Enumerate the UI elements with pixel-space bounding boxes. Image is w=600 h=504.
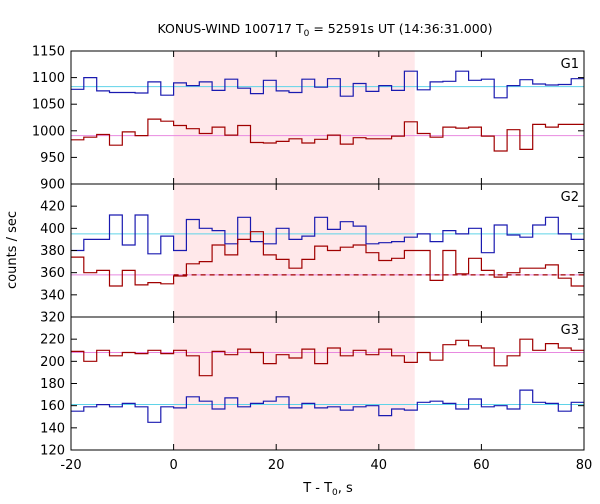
x-tick-label: -20	[60, 458, 81, 473]
panel-g2-y-tick-label: 360	[40, 266, 65, 281]
panel-g1-y-tick-label: 1150	[32, 45, 65, 60]
panel-g2-red-count-series	[71, 231, 584, 287]
x-axis-title-main: T - T	[302, 481, 332, 496]
chart-title: KONUS-WIND 100717 T0 = 52591s UT (14:36:…	[157, 21, 492, 39]
chart-title-subscript: 0	[304, 29, 310, 39]
panel-g2-y-tick-label: 340	[40, 288, 65, 303]
emission-interval-layer	[173, 51, 415, 450]
panel-g1-y-tick-label: 900	[40, 178, 65, 193]
panel-g3-y-tick-label: 120	[40, 444, 65, 459]
panel-g2-y-tick-label: 380	[40, 244, 65, 259]
ticks-layer	[70, 50, 585, 451]
panel-g3-y-tick-label: 160	[40, 399, 65, 414]
panel-g1-y-tick-label: 950	[40, 151, 65, 166]
panel-g1-y-tick-label: 1100	[32, 71, 65, 86]
panel-g2-label: G2	[561, 190, 579, 205]
panel-g3-y-tick-label: 140	[40, 421, 65, 436]
chart-title-rest: = 52591s UT (14:36:31.000)	[309, 21, 492, 36]
data-lines-layer	[71, 70, 584, 423]
panel-g2-y-tick-label: 400	[40, 222, 65, 237]
panel-g1-y-tick-label: 1050	[32, 98, 65, 113]
x-tick-label: 40	[371, 458, 388, 473]
panel-g3-red-count-series	[71, 338, 584, 377]
chart-title-main: KONUS-WIND 100717 T	[157, 21, 303, 36]
panel-g1-label: G1	[561, 57, 579, 72]
x-tick-label: 0	[169, 458, 177, 473]
panel-g2-y-tick-label: 320	[40, 311, 65, 326]
x-tick-label: 60	[473, 458, 490, 473]
x-axis-title-rest: , s	[338, 481, 353, 496]
panel-g1-red-count-series	[71, 118, 584, 152]
x-tick-label: 80	[576, 458, 593, 473]
panel-g1-y-tick-label: 1000	[32, 124, 65, 139]
panel-g3-y-tick-label: 200	[40, 355, 65, 370]
panel-g3-label: G3	[561, 323, 579, 338]
panel-g2-blue-count-series	[71, 214, 584, 255]
panel-g3-y-tick-label: 220	[40, 333, 65, 348]
emission-interval-shade	[173, 51, 415, 450]
x-axis-title-subscript: 0	[332, 488, 338, 498]
panel-g1-blue-count-series	[71, 70, 584, 99]
panel-g3-y-tick-label: 180	[40, 377, 65, 392]
y-axis-title: counts / sec	[5, 211, 20, 289]
text-layer: KONUS-WIND 100717 T0 = 52591s UT (14:36:…	[5, 21, 592, 498]
panel-g2-y-tick-label: 420	[40, 200, 65, 215]
x-tick-label: 20	[268, 458, 285, 473]
x-axis-title: T - T0, s	[302, 481, 353, 498]
panel-g3-blue-count-series	[71, 389, 584, 423]
